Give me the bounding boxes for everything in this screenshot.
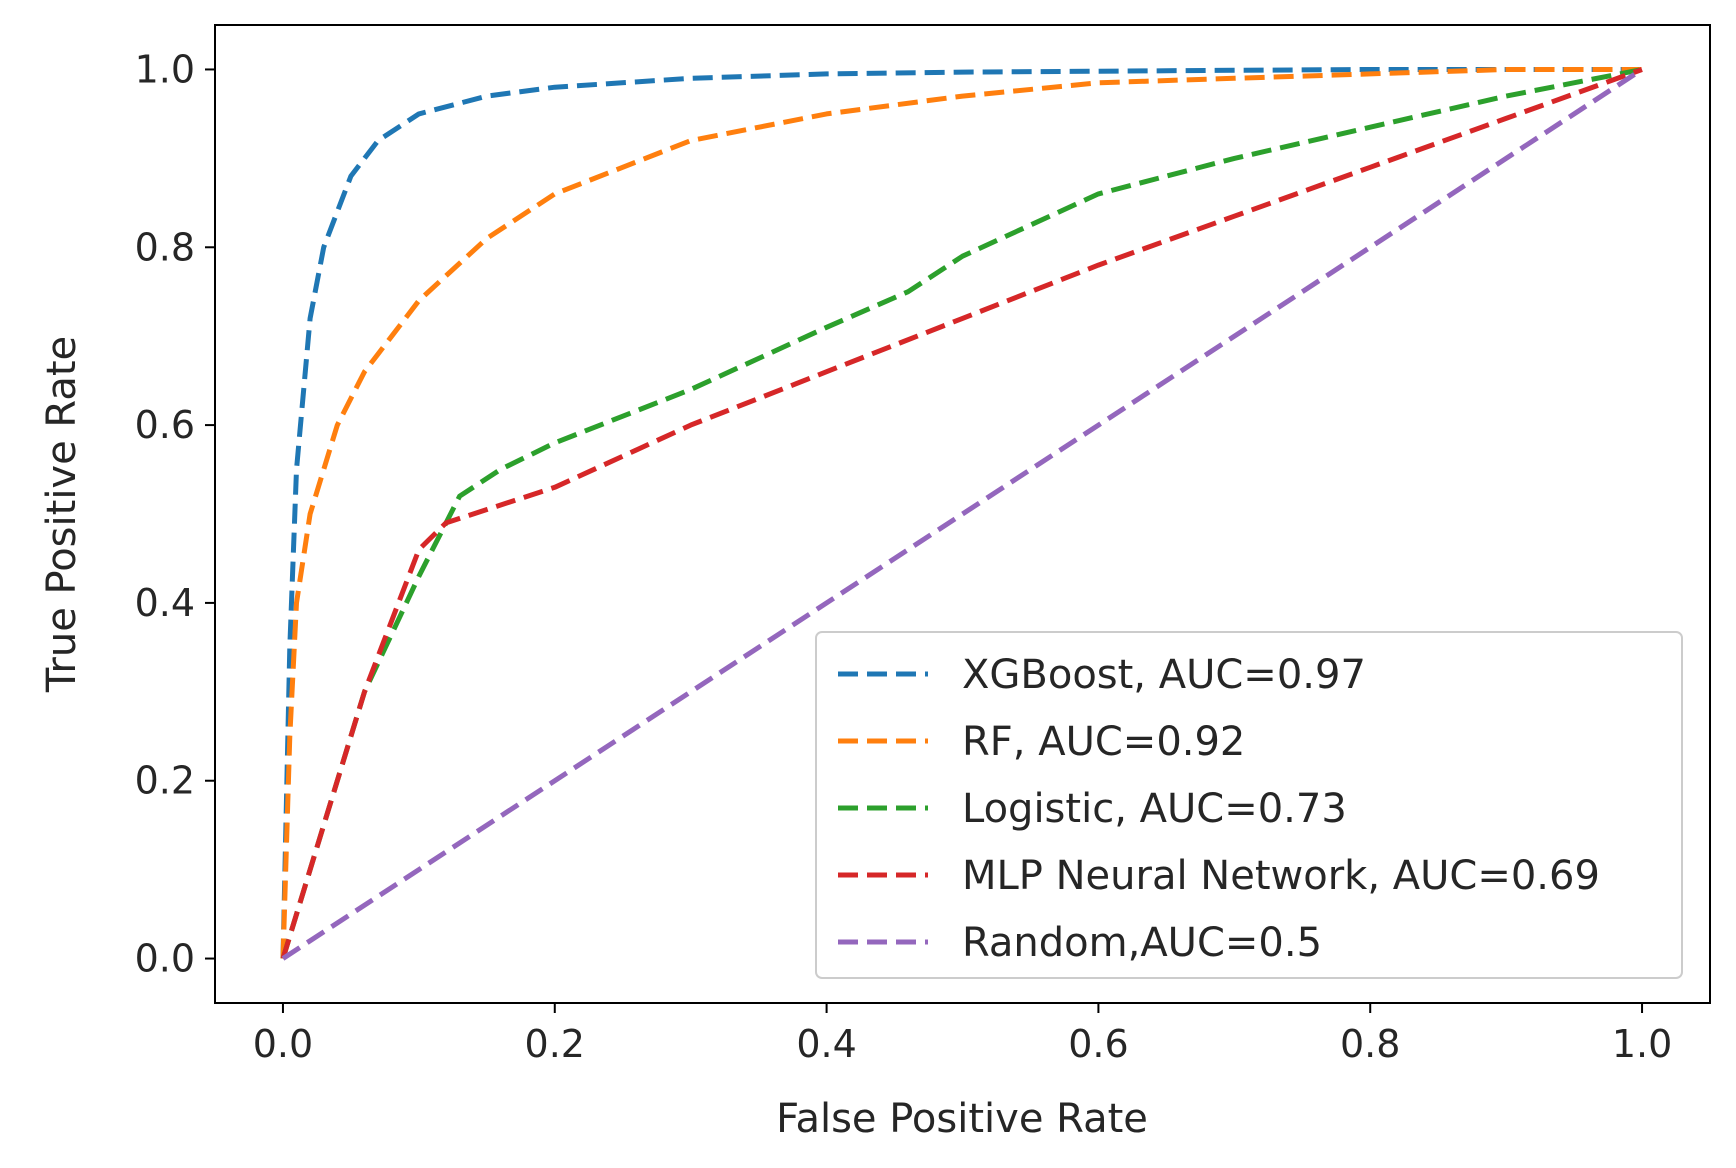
x-tick-label: 0.0 — [253, 1022, 313, 1066]
x-tick-label: 0.8 — [1340, 1022, 1400, 1066]
series-line-1 — [280, 67, 1642, 959]
legend-label-4: Random,AUC=0.5 — [962, 920, 1322, 966]
legend-box — [815, 631, 1683, 979]
legend-label-1: RF, AUC=0.92 — [962, 719, 1245, 765]
x-axis-ticks: 0.0 0.2 0.4 0.6 0.8 1.0 — [253, 1003, 1672, 1066]
legend-label-0: XGBoost, AUC=0.97 — [962, 652, 1366, 698]
y-tick-label: 0.4 — [135, 581, 195, 625]
y-tick-label: 0.8 — [135, 225, 195, 269]
y-axis-ticks: 0.0 0.2 0.4 0.6 0.8 1.0 — [135, 47, 215, 981]
y-tick-label: 0.2 — [135, 759, 195, 803]
legend: XGBoost, AUC=0.97 RF, AUC=0.92 Logistic, A… — [815, 631, 1683, 979]
x-tick-label: 1.0 — [1612, 1022, 1672, 1066]
series-line-0 — [280, 67, 1642, 959]
x-axis-label: False Positive Rate — [776, 1096, 1148, 1142]
axes-frame — [214, 24, 1711, 1004]
series-layer — [280, 67, 1644, 961]
x-tick-label: 0.2 — [525, 1022, 585, 1066]
legend-items: XGBoost, AUC=0.97 RF, AUC=0.92 Logistic, A… — [838, 652, 1600, 966]
x-tick-label: 0.4 — [796, 1022, 856, 1066]
series-line-2 — [280, 67, 1643, 960]
series-line-3 — [280, 67, 1643, 960]
series-line-4 — [281, 67, 1644, 961]
y-tick-label: 0.0 — [135, 937, 195, 981]
y-tick-label: 0.6 — [135, 403, 195, 447]
y-axis-label: True Positive Rate — [39, 336, 85, 693]
legend-label-3: MLP Neural Network, AUC=0.69 — [962, 853, 1600, 899]
legend-label-2: Logistic, AUC=0.73 — [962, 786, 1347, 832]
x-tick-label: 0.6 — [1068, 1022, 1128, 1066]
y-tick-label: 1.0 — [135, 47, 195, 91]
